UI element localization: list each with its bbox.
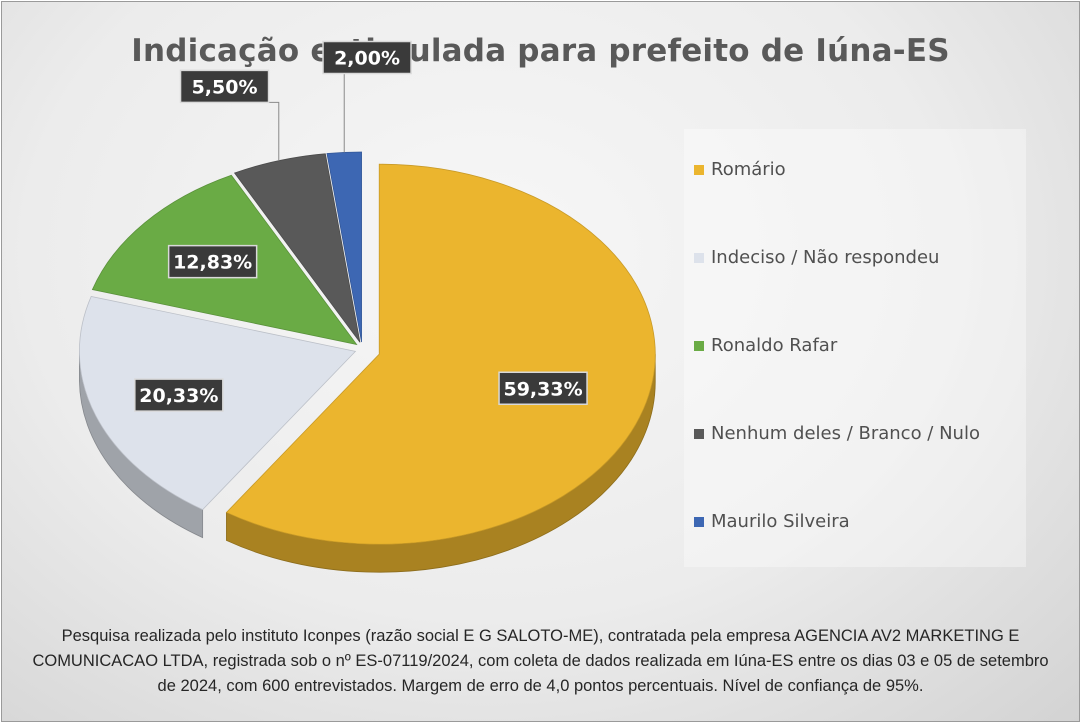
legend-label: Romário xyxy=(711,159,786,180)
data-label-nenhum-deles-branco-nulo: 5,50% xyxy=(179,69,270,104)
footnote: Pesquisa realizada pelo instituto Iconpe… xyxy=(32,627,1049,695)
data-label-text: 59,33% xyxy=(503,378,582,400)
data-label-text: 12,83% xyxy=(173,252,252,274)
pie-slice-romario xyxy=(225,163,656,545)
legend-label: Indeciso / Não respondeu xyxy=(711,247,940,268)
data-label-box xyxy=(167,244,258,279)
legend-item-maurilo-silveira: Maurilo Silveira xyxy=(694,511,850,532)
legend-label: Ronaldo Rafar xyxy=(711,335,838,356)
chart-title: Indicação estimulada para prefeito de Iú… xyxy=(131,33,950,69)
data-label-text: 20,33% xyxy=(139,385,218,407)
pie-slice-nenhum-deles-branco-nulo xyxy=(233,153,361,343)
data-label-text: 2,00% xyxy=(334,48,400,70)
legend-swatch xyxy=(694,164,704,175)
legend-swatch xyxy=(694,516,704,527)
leader-line-maurilo-silveira xyxy=(323,73,345,153)
legend-item-indeciso-nao-respondeu: Indeciso / Não respondeu xyxy=(694,247,939,268)
legend-label: Nenhum deles / Branco / Nulo xyxy=(711,423,980,444)
legend-item-ronaldo-rafar: Ronaldo Rafar xyxy=(694,335,837,356)
data-label-romario: 59,33% xyxy=(498,371,588,406)
data-label-box xyxy=(134,378,224,412)
legend-item-nenhum-deles-branco-nulo: Nenhum deles / Branco / Nulo xyxy=(694,423,980,444)
data-label-box xyxy=(498,371,588,406)
data-label-box xyxy=(322,40,412,75)
data-label-text: 5,50% xyxy=(192,76,258,98)
data-label-indeciso-nao-respondeu: 20,33% xyxy=(134,378,224,412)
data-label-box xyxy=(179,69,270,104)
legend-swatch xyxy=(694,428,704,439)
legend-swatch xyxy=(694,252,704,263)
legend: Romário Indeciso / Não respondeu Ronaldo R… xyxy=(684,129,1026,567)
legend-label: Maurilo Silveira xyxy=(711,511,850,532)
data-label-ronaldo-rafar: 12,83% xyxy=(167,244,258,279)
legend-swatch xyxy=(694,340,704,351)
leader-line-nenhum-deles-branco-nulo xyxy=(180,101,280,161)
data-label-maurilo-silveira: 2,00% xyxy=(322,40,412,75)
legend-item-romario: Romário xyxy=(694,159,786,180)
